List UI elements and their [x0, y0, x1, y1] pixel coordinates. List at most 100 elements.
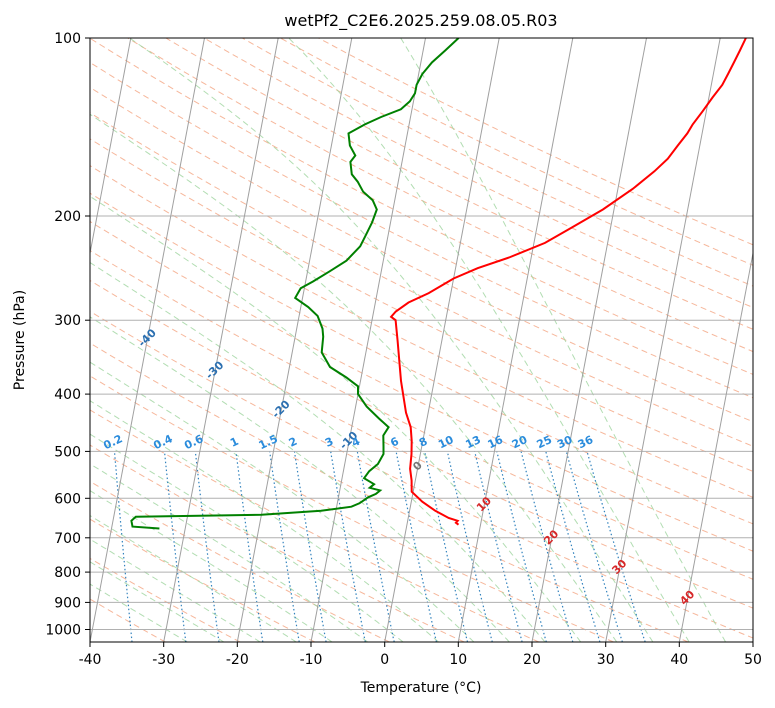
dry-adiabat-line — [90, 279, 753, 609]
mixing-ratio-label: 4 — [350, 435, 363, 450]
moist-adiabat-line — [90, 113, 618, 642]
dry-adiabat-line — [90, 138, 753, 472]
isotherm-line — [531, 38, 647, 642]
x-tick-label: 30 — [597, 652, 615, 668]
isotherm-label: -30 — [203, 358, 226, 381]
y-axis-label: Pressure (hPa) — [12, 290, 28, 390]
isotherm-line — [678, 250, 753, 642]
mixing-ratio-line — [545, 451, 601, 642]
isotherm-line — [90, 38, 205, 642]
mixing-ratio-line — [496, 451, 547, 642]
isotherm-label: 30 — [609, 557, 629, 577]
mixing-ratio-line — [424, 451, 469, 642]
mixing-ratio-line — [565, 451, 623, 642]
dry-adiabat-line — [90, 480, 390, 642]
moist-adiabat-line — [90, 538, 261, 642]
dry-adiabats — [90, 38, 753, 642]
mixing-ratio-labels: 0.1 0.2 0.4 0.6 1 1.5 2 3 4 6 8 10 13 16 20 25 30 36 — [101, 432, 596, 452]
isotherm-line — [605, 38, 721, 642]
temperature-profile-line — [389, 38, 747, 526]
dry-adiabat-line — [90, 86, 753, 423]
dry-adiabat-line — [90, 165, 753, 498]
moist-adiabats — [90, 38, 727, 642]
moist-adiabat-line — [90, 195, 582, 642]
mixing-ratio-label: 3 — [323, 435, 335, 450]
dry-adiabat-line — [318, 38, 753, 246]
dry-adiabat-line — [90, 38, 753, 375]
plot-frame — [89, 37, 754, 643]
sounding-series — [130, 38, 747, 530]
x-tick-label: -40 — [79, 652, 102, 668]
x-tick-label: 0 — [380, 652, 389, 668]
mixing-ratio-label: 6 — [388, 435, 401, 450]
dry-adiabat-line — [90, 518, 315, 642]
dry-adiabat-line — [90, 342, 689, 642]
mixing-ratio-label: 13 — [464, 433, 483, 451]
dry-adiabat-line — [280, 38, 753, 266]
mixing-ratio-lines — [113, 451, 646, 642]
moist-adiabat-line — [90, 583, 188, 642]
mixing-ratio-label: 30 — [555, 433, 575, 451]
isotherm-label: 10 — [474, 494, 494, 514]
mixing-ratio-label: 0.2 — [101, 432, 124, 452]
mixing-ratio-line — [586, 451, 646, 642]
moist-adiabat-line — [90, 490, 333, 642]
dry-adiabat-line — [90, 61, 753, 399]
dry-adiabat-line — [90, 249, 753, 580]
x-tick-label: 50 — [744, 652, 762, 668]
moist-adiabat-line — [129, 38, 654, 642]
dry-adiabat-line — [90, 192, 753, 525]
y-tick-label: 200 — [54, 209, 81, 225]
mixing-ratio-label: 0.4 — [151, 432, 174, 452]
isotherm-line — [90, 38, 132, 256]
mixing-ratio-line — [269, 451, 300, 642]
x-tick-label: 40 — [670, 652, 688, 668]
mixing-ratio-line — [235, 451, 264, 642]
mixing-ratio-line — [194, 451, 220, 642]
dewpoint-profile-line — [130, 38, 460, 530]
isotherm-line — [0, 38, 57, 642]
isotherm-label: -50 — [69, 288, 92, 311]
x-tick-label: -10 — [300, 652, 323, 668]
mixing-ratio-line — [163, 451, 187, 642]
moist-adiabat-line — [90, 400, 439, 642]
moist-adiabat-line — [90, 361, 475, 642]
plot-area: -100-90-80-70-60-50-40-30-20-10010203040… — [0, 38, 753, 642]
dry-adiabat-line — [127, 38, 753, 353]
dry-adiabat-line — [90, 557, 241, 642]
mixing-ratio-label: 10 — [436, 433, 456, 451]
y-axis: 100 200 300 400 500 600 700 800 900 1000 — [45, 31, 90, 639]
isotherm-line — [384, 38, 500, 642]
y-tick-label: 900 — [54, 595, 81, 611]
x-tick-label: 10 — [449, 652, 467, 668]
y-tick-label: 1000 — [45, 623, 81, 639]
mixing-ratio-line — [395, 451, 437, 642]
isotherm-line — [310, 38, 426, 642]
mixing-ratio-label: 25 — [535, 433, 554, 451]
moist-adiabat-line — [90, 561, 225, 642]
mixing-ratio-line — [474, 451, 523, 642]
dry-adiabat-line — [90, 375, 614, 642]
mixing-ratio-label: 1 — [228, 435, 240, 450]
moist-adiabat-line — [90, 261, 546, 642]
x-tick-label: 20 — [523, 652, 541, 668]
mixing-ratio-line — [113, 451, 133, 642]
y-tick-label: 500 — [54, 444, 81, 460]
x-axis: -40 -30 -20 -10 0 10 20 30 40 50 — [79, 642, 762, 668]
isotherm-label: -60 — [5, 237, 28, 260]
isotherm-label: -20 — [269, 397, 292, 420]
isotherm-label: -40 — [136, 326, 159, 349]
mixing-ratio-line — [446, 451, 493, 642]
isotherm-line — [457, 38, 574, 642]
y-tick-label: 700 — [54, 531, 81, 547]
x-axis-label: Temperature (°C) — [360, 680, 482, 696]
isotherm-line — [236, 38, 353, 642]
x-tick-label: -30 — [152, 652, 175, 668]
y-tick-label: 400 — [54, 387, 81, 403]
mixing-ratio-label: 36 — [576, 433, 596, 451]
isotherm-label: 20 — [541, 527, 561, 547]
mixing-ratio-line — [293, 451, 327, 642]
dry-adiabat-line — [90, 112, 753, 447]
